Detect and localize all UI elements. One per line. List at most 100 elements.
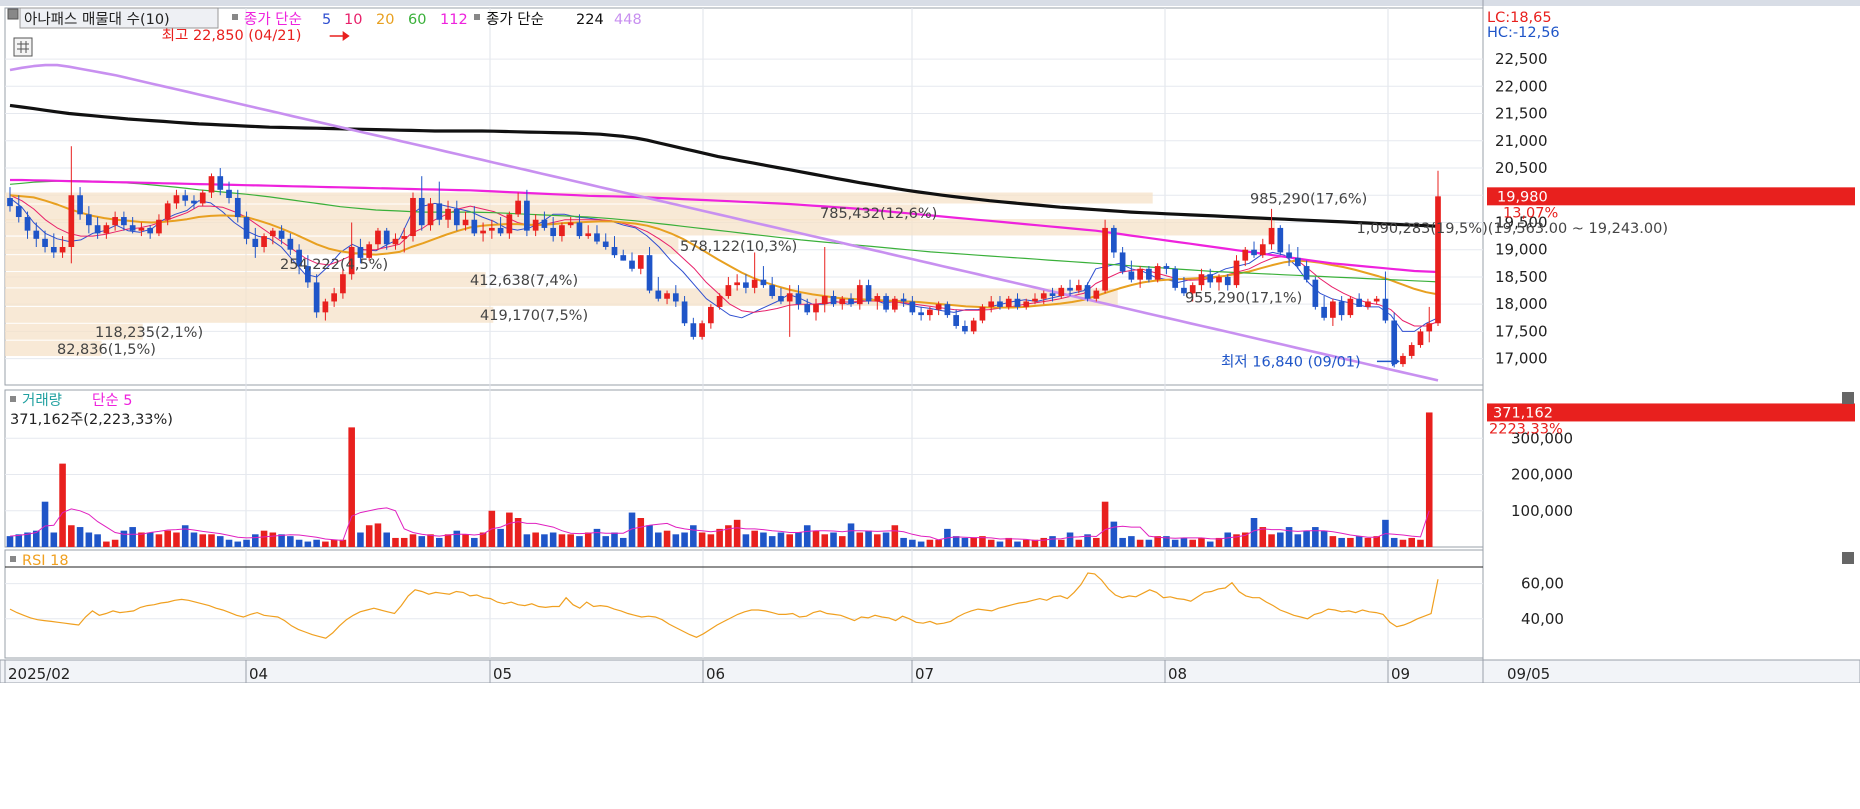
rsi-line bbox=[9, 572, 1439, 639]
candle-body bbox=[112, 217, 118, 226]
high-arrow-head bbox=[342, 31, 350, 41]
volume-legend-icon bbox=[10, 396, 16, 402]
ma-line-112 bbox=[10, 178, 1439, 274]
volume-bar bbox=[357, 532, 364, 547]
candle-body bbox=[436, 203, 443, 220]
volume-bar bbox=[243, 539, 250, 547]
candle-body bbox=[690, 323, 697, 337]
profile-legend-text: 아나패스 매물대 수(10) bbox=[24, 11, 170, 28]
ma-legend-period: 112 bbox=[440, 12, 468, 28]
grid-toggle-icon[interactable] bbox=[13, 37, 33, 57]
x-axis-label: 04 bbox=[249, 665, 268, 683]
candle-body bbox=[1119, 252, 1126, 272]
current-price-badge bbox=[1487, 187, 1855, 206]
volume-bar bbox=[1014, 541, 1021, 547]
candle-body bbox=[340, 274, 346, 294]
volume-y-tick: 300,000 bbox=[1511, 429, 1573, 447]
volume-bar bbox=[234, 541, 242, 547]
candle-body bbox=[1128, 271, 1135, 280]
candle-body bbox=[375, 230, 381, 245]
candle-body bbox=[392, 238, 399, 245]
volume-bar bbox=[76, 527, 84, 547]
candle-body bbox=[15, 206, 22, 218]
low-arrow-head bbox=[1391, 356, 1400, 367]
volume-bar bbox=[1022, 539, 1030, 547]
volume-bar bbox=[961, 537, 969, 547]
volume-bar bbox=[304, 541, 312, 547]
volume-bar bbox=[1373, 536, 1380, 547]
volume-bar bbox=[32, 530, 40, 547]
volume-bar bbox=[199, 534, 207, 547]
candle-body bbox=[865, 285, 872, 302]
candle-body bbox=[856, 285, 863, 305]
rsi-title: RSI 18 bbox=[22, 553, 69, 569]
volume-bar bbox=[1250, 518, 1258, 547]
volume-info: 371,162주(2,223,33%) bbox=[10, 412, 173, 428]
volume-close-icon[interactable] bbox=[1842, 392, 1854, 404]
price-y-tick: 22,000 bbox=[1495, 77, 1548, 95]
candle-body bbox=[839, 298, 846, 305]
ma-legend-period: 60 bbox=[408, 12, 426, 28]
top-strip bbox=[0, 0, 1860, 6]
candle-body bbox=[1338, 301, 1345, 316]
volume-bar bbox=[6, 536, 14, 547]
volume-profile-label: 82,836(1,5%) bbox=[57, 342, 156, 358]
volume-bar bbox=[646, 525, 653, 547]
candle-body bbox=[997, 301, 1003, 307]
x-axis-last-date: 09/05 bbox=[1507, 665, 1550, 683]
volume-bar bbox=[970, 537, 977, 547]
rsi-close-icon[interactable] bbox=[1842, 552, 1854, 564]
volume-bar bbox=[59, 463, 66, 547]
volume-profile-bar bbox=[5, 340, 102, 357]
profile-legend-box[interactable] bbox=[19, 7, 219, 29]
candle-body bbox=[1277, 227, 1284, 253]
candle-body bbox=[751, 279, 758, 288]
volume-bar bbox=[208, 534, 215, 547]
price-y-tick: 17,000 bbox=[1495, 350, 1548, 368]
volume-bar bbox=[593, 528, 601, 547]
volume-bar bbox=[1180, 537, 1188, 547]
candle-body bbox=[1040, 293, 1047, 299]
volume-bar bbox=[295, 539, 303, 547]
candle-body bbox=[962, 325, 968, 332]
candle-body bbox=[173, 195, 180, 204]
candle-body bbox=[1032, 298, 1038, 302]
volume-profile-label: 118,235(2,1%) bbox=[95, 325, 203, 341]
candle-body bbox=[497, 227, 504, 234]
volume-bar bbox=[987, 539, 995, 547]
volume-bar bbox=[567, 534, 574, 547]
volume-bar bbox=[1329, 536, 1337, 547]
candle-body bbox=[418, 197, 425, 226]
candle-body bbox=[532, 219, 539, 231]
volume-bar bbox=[1206, 541, 1214, 547]
volume-bar bbox=[1425, 412, 1433, 547]
price-y-tick: 20,500 bbox=[1495, 159, 1548, 177]
volume-bar bbox=[435, 537, 443, 547]
volume-profile-bar bbox=[5, 272, 486, 288]
candle-body bbox=[550, 227, 557, 237]
candle-body bbox=[1075, 285, 1082, 291]
volume-bar bbox=[926, 539, 934, 547]
candle-body bbox=[1146, 268, 1152, 280]
volume-bar bbox=[979, 536, 986, 547]
volume-profile-bar bbox=[5, 306, 494, 323]
volume-bar bbox=[1259, 527, 1267, 547]
volume-bar bbox=[768, 536, 776, 547]
candle-body bbox=[471, 219, 478, 234]
rsi-y-tick: 40,00 bbox=[1521, 610, 1564, 628]
candle-body bbox=[427, 203, 434, 226]
hc-label: HC:-12,56 bbox=[1487, 25, 1560, 41]
volume-bar bbox=[269, 532, 277, 547]
ma2-legend-period: 448 bbox=[614, 12, 642, 28]
candle-body bbox=[1224, 276, 1231, 286]
candle-body bbox=[1137, 268, 1143, 280]
volume-bar bbox=[1347, 537, 1354, 547]
legend-toggle-icon[interactable] bbox=[7, 8, 19, 20]
volume-profile-label: 955,290(17,1%) bbox=[1185, 291, 1302, 307]
volume-bar bbox=[541, 534, 548, 547]
volume-bar bbox=[444, 534, 452, 547]
bottom-area bbox=[0, 683, 1860, 809]
candle-body bbox=[252, 238, 259, 247]
candle-body bbox=[585, 233, 592, 237]
volume-bar bbox=[94, 534, 101, 547]
